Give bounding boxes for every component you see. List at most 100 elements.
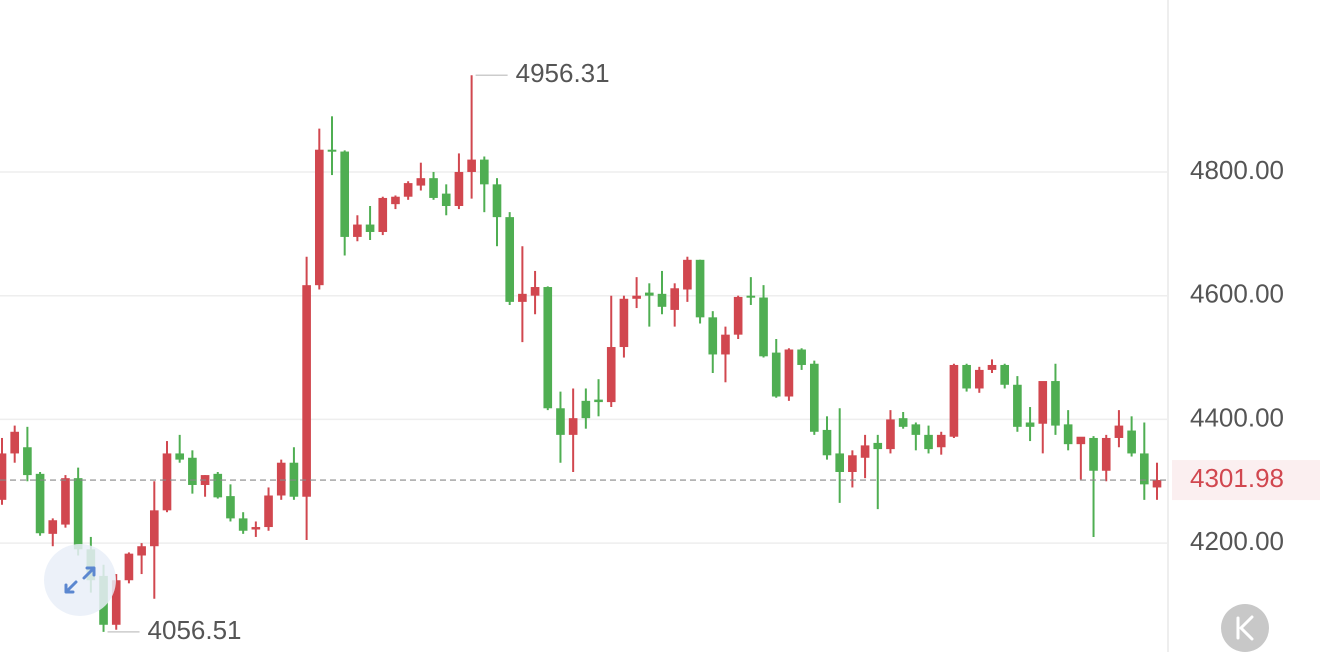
candle-body	[898, 418, 908, 427]
candle-body	[467, 159, 476, 172]
candle-body	[403, 183, 413, 197]
candle-body	[162, 453, 172, 511]
candle-body	[378, 197, 388, 232]
min-label: 4056.51	[148, 615, 242, 645]
candle-body	[441, 193, 451, 206]
candles	[0, 75, 1162, 632]
kline-button[interactable]	[1221, 604, 1269, 652]
candle-body	[644, 292, 654, 296]
candle-body	[365, 224, 375, 232]
candle-body	[1127, 430, 1136, 454]
candle-body	[949, 364, 959, 437]
candle-body	[556, 408, 565, 435]
candle-body	[594, 399, 603, 403]
candle-body	[188, 457, 197, 485]
candle-body	[479, 159, 489, 185]
candle-body	[0, 453, 7, 500]
candle-body	[48, 520, 58, 534]
candle-body	[264, 495, 273, 528]
candle-body	[784, 349, 794, 397]
candle-body	[111, 580, 121, 625]
zoom-icon[interactable]	[64, 566, 96, 594]
candle-body	[429, 178, 438, 198]
candle-body	[1089, 437, 1098, 471]
candle-body	[1051, 381, 1060, 426]
candle-body	[238, 518, 248, 531]
grid	[0, 171, 1168, 544]
y-tick-label: 4200.00	[1190, 526, 1284, 556]
kline-button-bg[interactable]	[1221, 604, 1269, 652]
candle-body	[340, 151, 350, 237]
candle-body	[1152, 480, 1162, 488]
candle-body	[10, 431, 20, 454]
candle-body	[149, 510, 159, 547]
candle-body	[568, 418, 578, 435]
candle-body	[848, 455, 857, 472]
candle-body	[733, 296, 743, 335]
candle-body	[391, 196, 400, 205]
candle-body	[1063, 424, 1073, 445]
candle-body	[492, 184, 502, 218]
candle-body	[353, 224, 362, 237]
candle-body	[137, 546, 146, 556]
zoom-button[interactable]	[44, 544, 116, 616]
candle-body	[454, 171, 464, 206]
candle-body	[721, 334, 730, 355]
y-tick-label: 4800.00	[1190, 155, 1284, 185]
candle-body	[73, 478, 83, 550]
candle-body	[619, 298, 629, 348]
candle-body	[226, 496, 235, 519]
candle-body	[581, 400, 591, 419]
candle-body	[936, 434, 946, 448]
candle-body	[213, 473, 223, 498]
last-price-bg	[1172, 460, 1320, 501]
candle-body	[505, 217, 515, 302]
candle-body	[276, 462, 286, 496]
candle-body	[809, 363, 819, 432]
y-tick-label: 4400.00	[1190, 402, 1284, 432]
candle-body	[987, 364, 997, 370]
candle-body	[1101, 437, 1111, 471]
labels: 4200.00 4400.00 4600.00 4800.00 4956.31 4056.…	[0, 58, 1320, 645]
candle-body	[327, 149, 337, 152]
candle-body	[251, 527, 261, 530]
candle-body	[860, 445, 870, 458]
last-price-label: 4301.98	[1190, 463, 1284, 493]
candle-body	[35, 473, 45, 534]
candle-body	[124, 553, 134, 581]
candle-body	[746, 295, 756, 298]
max-label: 4956.31	[516, 58, 610, 88]
candle-body	[962, 364, 971, 389]
candle-body	[1013, 384, 1022, 427]
candle-body	[759, 297, 768, 357]
candle-body	[1038, 381, 1048, 424]
candle-body	[771, 352, 781, 397]
candle-body	[924, 434, 933, 450]
candle-body	[314, 149, 324, 286]
candle-body	[632, 295, 641, 299]
kline-icon[interactable]	[1236, 615, 1254, 641]
candle-body	[606, 347, 616, 403]
candle-body	[886, 419, 895, 450]
candle-body	[683, 259, 692, 290]
candle-body	[302, 285, 311, 497]
candle-body	[822, 429, 832, 456]
zoom-button-bg[interactable]	[44, 544, 116, 616]
candle-body	[1025, 422, 1035, 427]
candle-body	[670, 288, 680, 310]
candle-body	[61, 478, 70, 525]
candle-body	[1114, 425, 1124, 438]
candle-body	[873, 442, 883, 450]
candle-body	[797, 349, 806, 365]
candle-body	[835, 453, 845, 472]
candle-body	[518, 293, 527, 302]
y-tick-label: 4600.00	[1190, 279, 1284, 309]
candle-body	[657, 293, 667, 307]
candle-body	[708, 317, 718, 355]
candle-body	[1000, 364, 1010, 385]
candle-body	[1076, 436, 1086, 445]
candle-body	[911, 424, 921, 435]
candle-body	[543, 287, 553, 409]
